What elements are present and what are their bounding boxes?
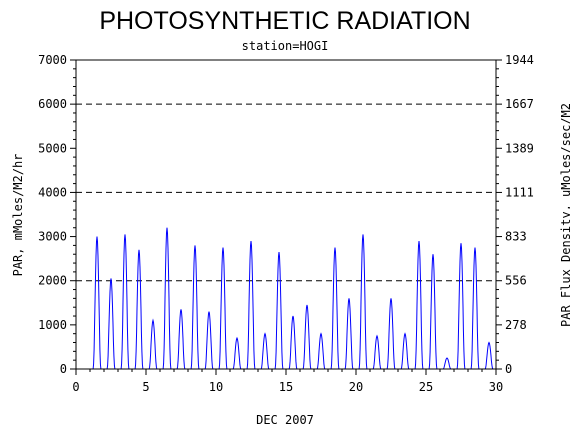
y-tick-label-left: 2000 bbox=[38, 274, 67, 288]
x-tick-label: 20 bbox=[349, 380, 363, 394]
plot-frame bbox=[75, 59, 497, 370]
y-tick-label-right: 1667 bbox=[505, 97, 534, 111]
y-axis-label-left: PAR, mMoles/M2/hr bbox=[11, 154, 25, 277]
y-tick-label-left: 6000 bbox=[38, 97, 67, 111]
y-tick-label-right: 556 bbox=[505, 274, 527, 288]
series-group bbox=[90, 227, 496, 370]
y-tick-label-left: 5000 bbox=[38, 141, 67, 155]
ticks-group bbox=[70, 59, 502, 375]
x-tick-label: 25 bbox=[419, 380, 433, 394]
x-tick-label: 10 bbox=[209, 380, 223, 394]
x-tick-label: 30 bbox=[489, 380, 503, 394]
tick-labels-group: 0 5 10 15 20 25 300100020003000400050006000700… bbox=[38, 53, 534, 394]
y-tick-label-right: 1944 bbox=[505, 53, 534, 67]
y-tick-label-left: 7000 bbox=[38, 53, 67, 67]
y-tick-label-left: 0 bbox=[60, 362, 67, 376]
y-tick-label-right: 278 bbox=[505, 318, 527, 332]
y-tick-label-right: 1111 bbox=[505, 185, 534, 199]
y-tick-label-right: 833 bbox=[505, 230, 527, 244]
y-tick-label-left: 3000 bbox=[38, 230, 67, 244]
x-axis-label: DEC 2007 bbox=[256, 413, 314, 427]
series-line-par bbox=[90, 227, 496, 370]
y-tick-label-left: 1000 bbox=[38, 318, 67, 332]
x-tick-label: 5 bbox=[142, 380, 149, 394]
y-axis-label-right: PAR Flux Density, uMoles/sec/M2 bbox=[559, 103, 570, 327]
x-tick-label: 15 bbox=[279, 380, 293, 394]
chart-subtitle: station=HOGI bbox=[242, 39, 329, 53]
y-tick-label-right: 0 bbox=[505, 362, 512, 376]
y-tick-label-right: 1389 bbox=[505, 141, 534, 155]
chart-title: PHOTOSYNTHETIC RADIATION bbox=[99, 7, 470, 35]
gridlines bbox=[76, 103, 496, 282]
y-tick-label-left: 4000 bbox=[38, 185, 67, 199]
x-tick-label: 0 bbox=[72, 380, 79, 394]
